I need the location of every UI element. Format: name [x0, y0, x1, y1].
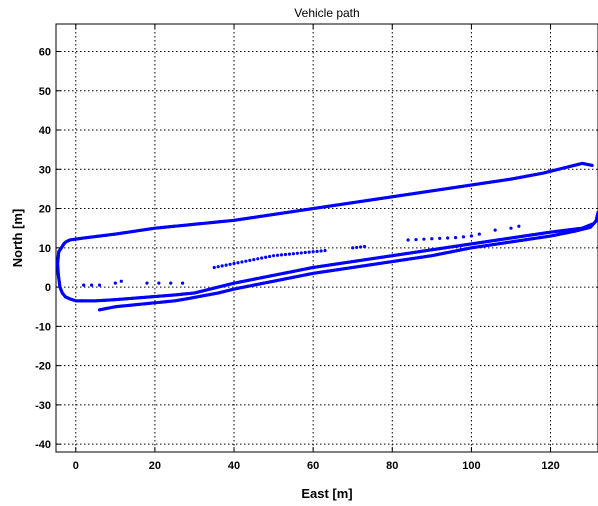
- path-point: [406, 238, 410, 242]
- path-point: [145, 281, 149, 285]
- path-point: [319, 249, 323, 253]
- y-tick-label: 30: [39, 164, 51, 176]
- path-points: [55, 161, 598, 312]
- y-axis-label: North [m]: [10, 209, 25, 268]
- y-tick-label: -40: [35, 439, 51, 451]
- path-point: [252, 257, 256, 262]
- path-point: [446, 236, 450, 240]
- path-point: [264, 255, 268, 259]
- y-tick-label: -20: [35, 361, 51, 373]
- path-point: [303, 250, 307, 255]
- axis-ticks: 0 20 40 60 80 100 120 -40 -30 -20 -10 0 10 20 30 40 50 60: [35, 24, 560, 472]
- path-point: [422, 237, 426, 241]
- path-point: [477, 232, 481, 236]
- path-point: [311, 250, 315, 254]
- path-point: [90, 283, 94, 287]
- y-tick-label: 50: [39, 86, 51, 98]
- path-point: [315, 249, 319, 253]
- path-point: [359, 245, 363, 249]
- path-point: [351, 246, 355, 250]
- y-tick-label: 60: [39, 46, 51, 58]
- y-tick-label: 20: [39, 204, 51, 216]
- y-tick-label: -30: [35, 400, 51, 412]
- path-point: [414, 237, 418, 242]
- path-point: [287, 252, 292, 256]
- path-point: [453, 236, 458, 240]
- path-point: [291, 252, 295, 256]
- x-tick-label: 40: [228, 460, 240, 472]
- path-point: [307, 250, 311, 254]
- path-point: [180, 281, 185, 285]
- path-point: [212, 265, 216, 270]
- path-point: [517, 224, 521, 228]
- path-point: [82, 283, 86, 287]
- x-tick-label: 120: [541, 460, 559, 472]
- path-point: [228, 262, 232, 266]
- x-tick-label: 80: [386, 460, 398, 472]
- path-point: [248, 258, 252, 262]
- x-axis-label: East [m]: [301, 486, 352, 501]
- path-point: [275, 253, 280, 257]
- path-point: [279, 253, 284, 257]
- path-point: [216, 265, 220, 269]
- path-point: [509, 226, 513, 230]
- path-point: [299, 251, 303, 255]
- chart-title: Vehicle path: [294, 6, 359, 20]
- y-tick-label: 0: [45, 282, 51, 294]
- x-tick-label: 100: [462, 460, 480, 472]
- path-point: [268, 254, 272, 259]
- path-point: [169, 281, 173, 285]
- x-tick-label: 20: [149, 460, 161, 472]
- path-point: [236, 261, 240, 265]
- x-tick-label: 60: [307, 460, 319, 472]
- x-tick-label: 0: [73, 460, 79, 472]
- path-point: [220, 264, 224, 268]
- path-point: [232, 261, 236, 266]
- path-point: [256, 257, 260, 261]
- path-point: [469, 234, 474, 238]
- path-point: [157, 281, 161, 285]
- path-point: [323, 248, 327, 253]
- path-point: [260, 256, 264, 260]
- path-point: [240, 260, 244, 264]
- path-point: [244, 259, 248, 263]
- path-point: [355, 245, 359, 250]
- path-point: [438, 236, 442, 240]
- path-point: [461, 235, 466, 239]
- grid: [56, 24, 598, 452]
- y-tick-label: 40: [39, 125, 51, 137]
- path-point: [362, 245, 367, 249]
- path-point: [430, 237, 434, 241]
- path-point: [119, 279, 123, 283]
- path-point: [97, 283, 102, 287]
- path-point: [271, 254, 276, 258]
- path-point: [493, 228, 497, 232]
- y-tick-label: -10: [35, 321, 51, 333]
- path-point: [224, 263, 228, 267]
- path-point: [283, 252, 288, 257]
- path-point: [295, 251, 299, 255]
- path-point: [113, 281, 117, 285]
- y-tick-label: 10: [39, 243, 51, 255]
